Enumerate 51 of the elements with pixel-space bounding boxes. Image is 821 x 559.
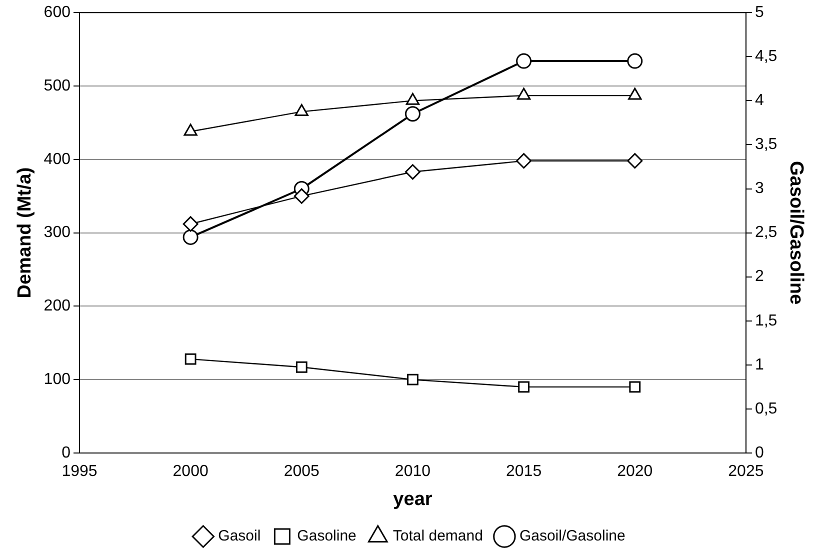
point — [406, 92, 420, 105]
point — [294, 104, 308, 116]
y2-tick-label: 0 — [754, 444, 764, 462]
y2-tick-label: 0,5 — [754, 400, 778, 418]
y2-tick-label: 1 — [754, 356, 764, 374]
x-axis-title: year — [393, 488, 433, 510]
y2-tick-label: 3 — [754, 180, 764, 198]
point — [184, 124, 198, 136]
point — [407, 374, 418, 386]
point — [404, 164, 420, 180]
y-tick-label: 0 — [62, 444, 71, 462]
point — [518, 381, 530, 393]
y2-tick-label: 2 — [754, 268, 764, 286]
y-tick-label: 100 — [44, 371, 71, 388]
y-tick-label: 600 — [44, 4, 71, 22]
point — [294, 188, 310, 204]
point — [627, 53, 643, 69]
x-tick-label: 2020 — [617, 463, 653, 480]
y2-tick-label: 1,5 — [754, 312, 778, 330]
y2-tick-label: 3,5 — [754, 136, 778, 154]
point — [182, 216, 198, 232]
y2-tick-label: 5 — [754, 4, 764, 22]
x-tick-label: 2015 — [506, 463, 542, 480]
legend-label: Gasoil — [218, 528, 261, 545]
x-tick-label: 2025 — [728, 463, 764, 480]
y-axis-title: Demand (Mt/a) — [14, 167, 36, 298]
point — [404, 106, 420, 122]
point — [516, 153, 532, 169]
y2-axis-title: Gasoil/Gasoline — [785, 160, 806, 305]
y2-tick-label: 4 — [754, 92, 764, 110]
x-tick-label: 2005 — [284, 463, 320, 480]
x-tick-label: 2000 — [172, 463, 208, 480]
point — [627, 153, 643, 169]
point — [296, 361, 308, 373]
point — [629, 381, 641, 393]
y-tick-label: 400 — [44, 150, 71, 168]
legend-label: Gasoil/Gasoline — [519, 528, 626, 545]
y-tick-label: 200 — [44, 298, 71, 315]
point — [182, 229, 198, 245]
x-tick-label: 2010 — [394, 463, 431, 480]
legend-label: Total demand — [392, 528, 483, 545]
point — [516, 88, 531, 100]
point — [628, 88, 642, 100]
y2-tick-label: 2,5 — [754, 224, 778, 242]
y-tick-label: 500 — [44, 77, 71, 94]
y-tick-label: 300 — [44, 224, 71, 242]
y2-tick-label: 4,5 — [754, 48, 778, 66]
legend-label: Gasoline — [297, 528, 356, 545]
point — [184, 353, 196, 365]
point — [516, 53, 532, 69]
x-tick-label: 1995 — [62, 463, 98, 480]
